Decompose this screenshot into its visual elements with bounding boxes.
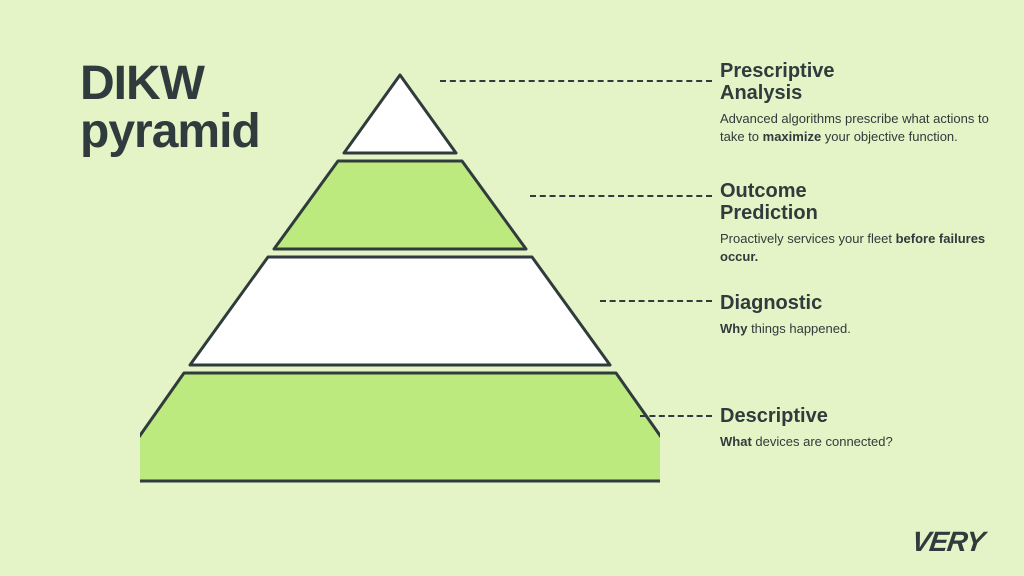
annotation-heading: Diagnostic [720, 292, 851, 314]
annotation-body: Advanced algorithms prescribe what actio… [720, 110, 1000, 145]
connector-line-0 [440, 80, 712, 82]
pyramid-layer-1 [274, 161, 526, 249]
annotation-heading: OutcomePrediction [720, 180, 1000, 224]
annotation-2: Diagnostic Why things happened. [720, 292, 851, 338]
pyramid-diagram [140, 65, 660, 505]
connector-line-1 [530, 195, 712, 197]
pyramid-layer-3 [140, 373, 660, 481]
annotation-0: PrescriptiveAnalysis Advanced algorithms … [720, 60, 1000, 145]
connector-line-2 [600, 300, 712, 302]
annotation-body: Proactively services your fleet before f… [720, 230, 1000, 265]
annotation-heading: PrescriptiveAnalysis [720, 60, 1000, 104]
pyramid-layer-0 [344, 75, 456, 153]
annotation-1: OutcomePrediction Proactively services yo… [720, 180, 1000, 265]
brand-logo: VERY [910, 526, 986, 558]
annotation-heading: Descriptive [720, 405, 893, 427]
annotation-body: What devices are connected? [720, 433, 893, 451]
pyramid-layer-2 [190, 257, 610, 365]
annotation-3: Descriptive What devices are connected? [720, 405, 893, 451]
annotation-body: Why things happened. [720, 320, 851, 338]
connector-line-3 [640, 415, 712, 417]
